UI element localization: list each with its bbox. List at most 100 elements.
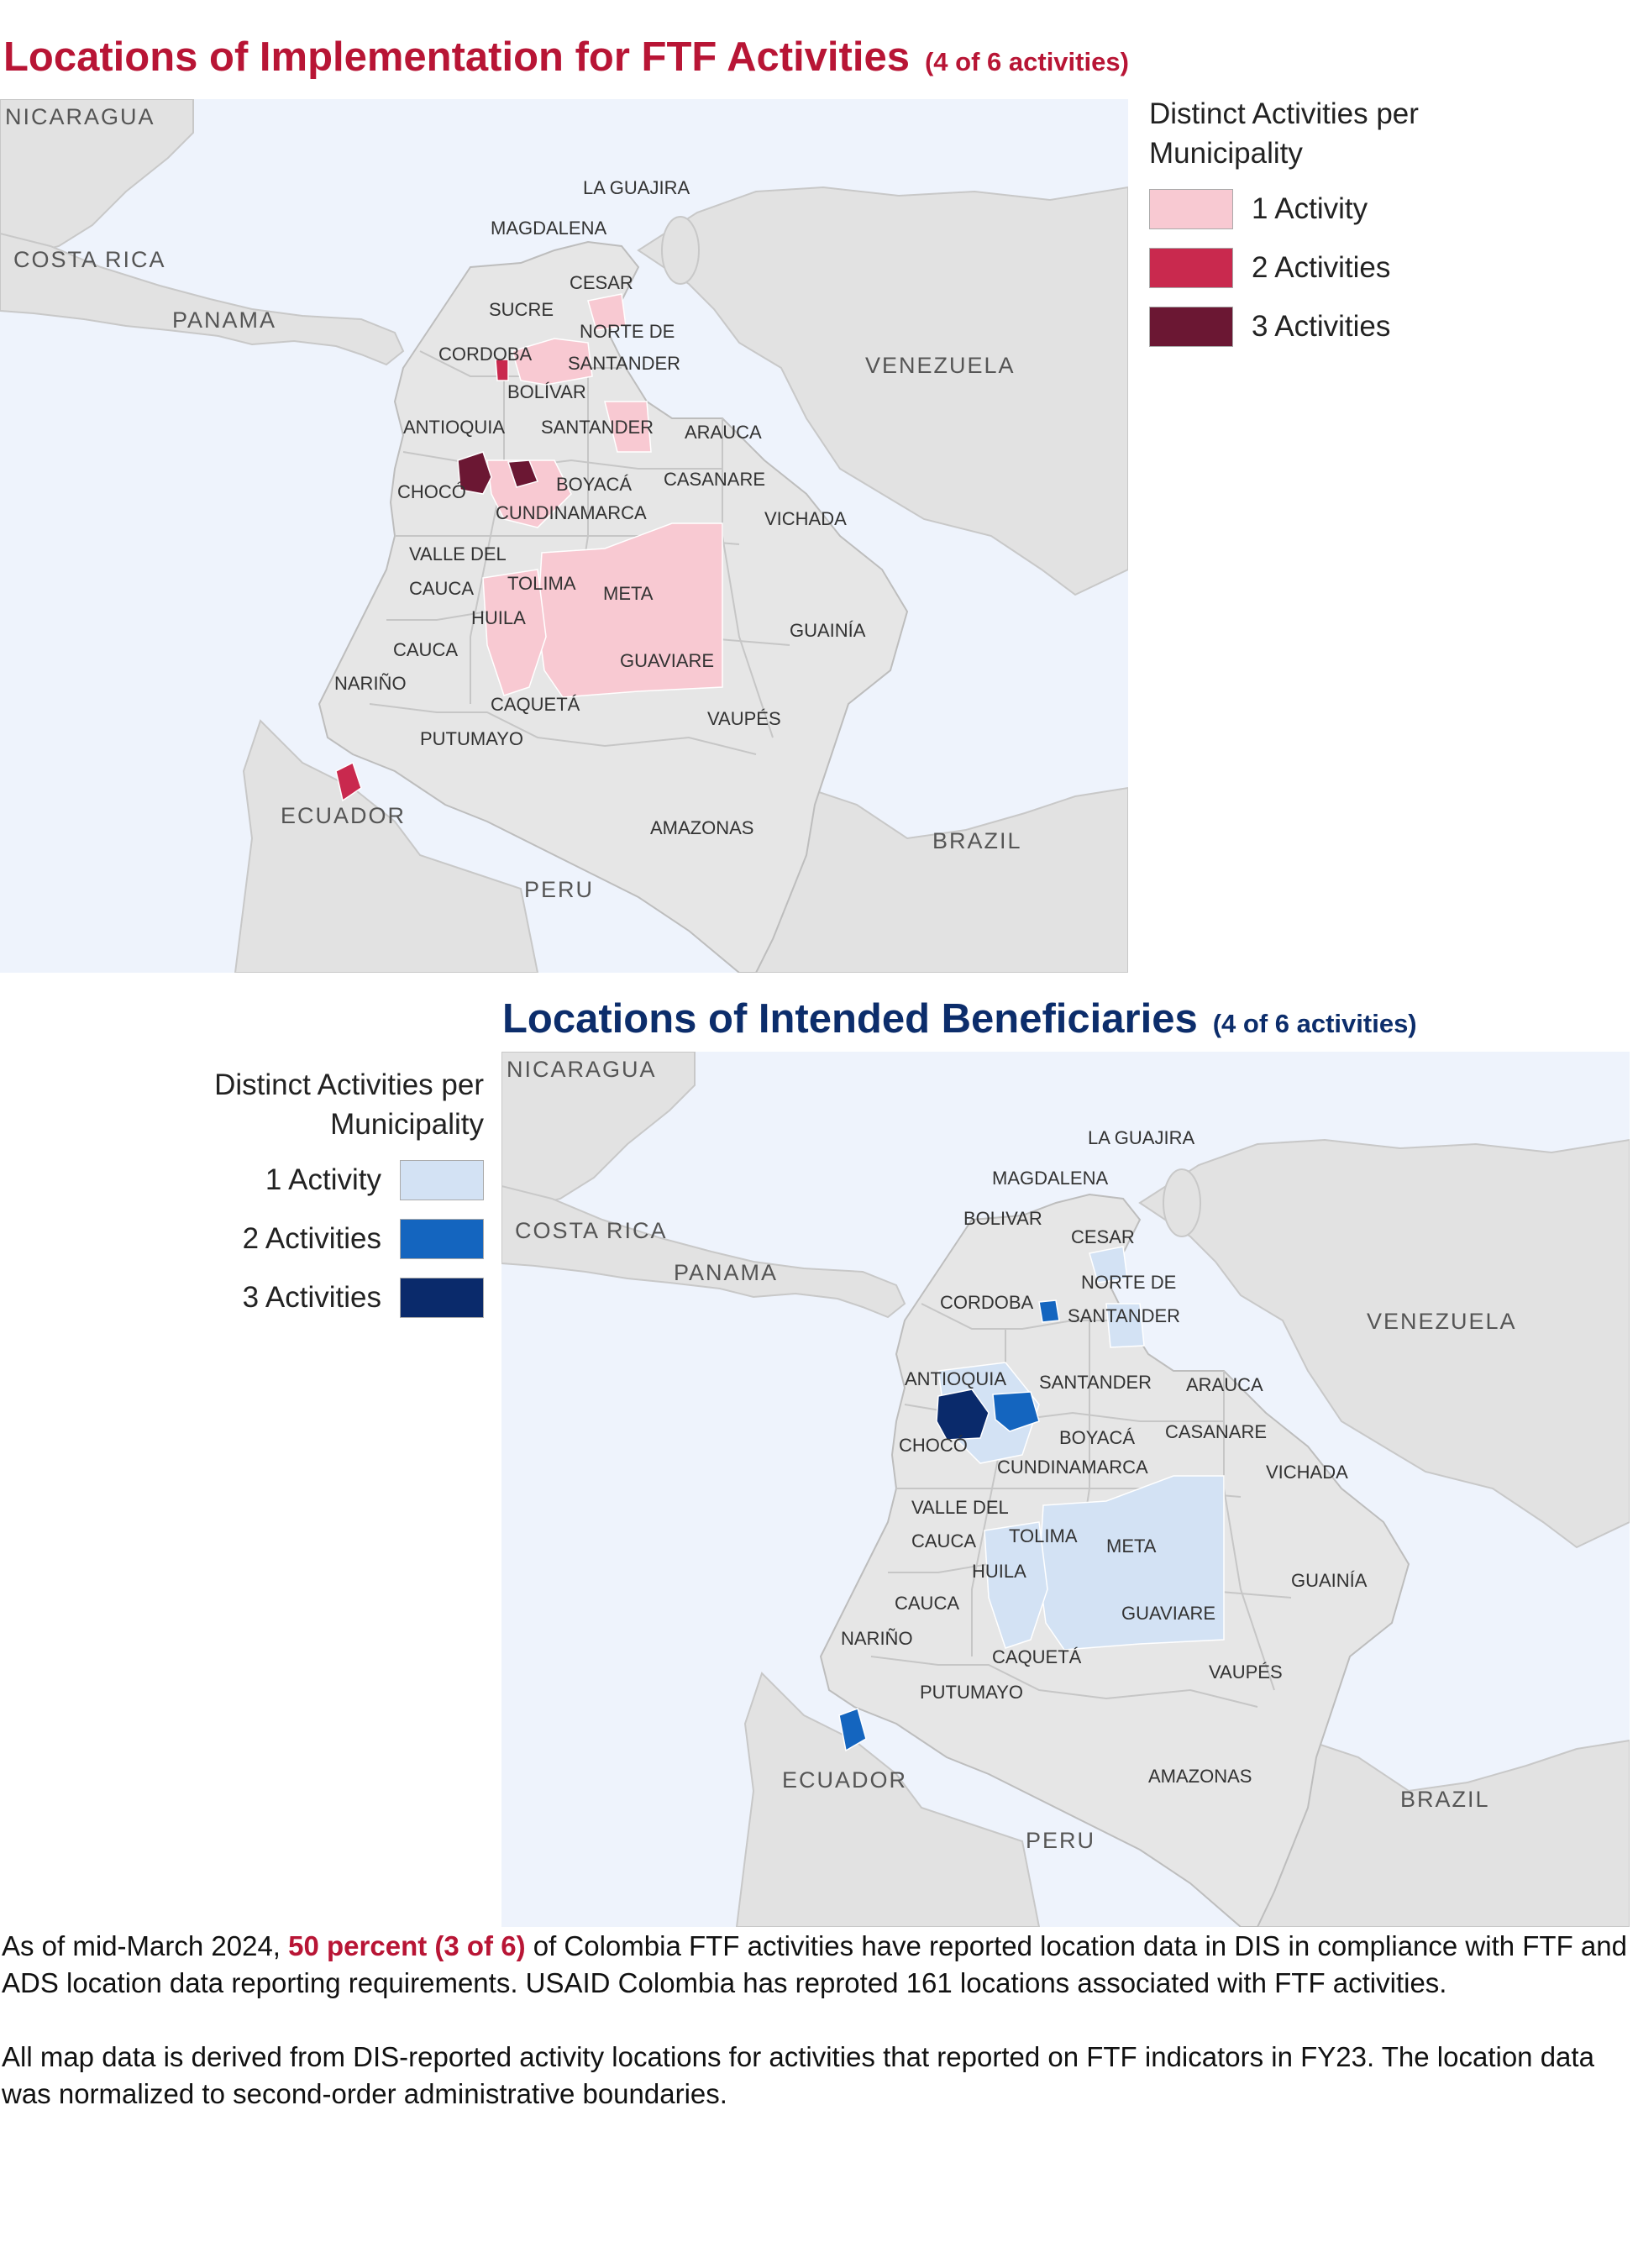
region-label: LA GUAJIRA xyxy=(1088,1127,1194,1148)
country-label: COSTA RICA xyxy=(13,247,166,272)
panama-costa-rica-land xyxy=(0,232,405,366)
footer-text: of Colombia FTF activities have reported… xyxy=(2,1930,1627,1998)
map2-title: Locations of Intended Beneficiaries (4 of… xyxy=(502,995,1417,1042)
sucre-fill-2-activities xyxy=(495,359,509,381)
country-label: ECUADOR xyxy=(281,803,406,828)
legend-swatch-1 xyxy=(1149,189,1233,229)
region-label: GUAINÍA xyxy=(1291,1570,1368,1591)
country-label: BRAZIL xyxy=(932,828,1022,853)
legend-title: Distinct Activities per Municipality xyxy=(84,1065,484,1144)
region-label: SUCRE xyxy=(489,299,554,320)
region-label: CESAR xyxy=(1071,1226,1135,1247)
legend-label-3: 3 Activities xyxy=(242,1281,381,1314)
region-label: SANTANDER xyxy=(541,417,654,438)
region-label: BOLIVAR xyxy=(963,1208,1042,1229)
region-label: ANTIOQUIA xyxy=(905,1368,1006,1389)
region-label: CHOCÓ xyxy=(397,481,466,502)
country-label: PANAMA xyxy=(674,1260,778,1285)
legend-title: Distinct Activities per Municipality xyxy=(1149,94,1603,173)
region-label: PUTUMAYO xyxy=(420,728,523,749)
region-label: CORDOBA xyxy=(940,1292,1034,1313)
country-label: PERU xyxy=(1026,1828,1095,1853)
region-label: SANTANDER xyxy=(568,353,680,374)
region-label: CUNDINAMARCA xyxy=(997,1457,1148,1478)
region-label: CORDOBA xyxy=(438,344,533,365)
region-label: VALLE DEL xyxy=(911,1497,1009,1518)
legend-title-line: Municipality xyxy=(1149,137,1303,170)
map2-choropleth xyxy=(838,1246,1225,1752)
map2-svg: NICARAGUA COSTA RICA PANAMA VENEZUELA EC… xyxy=(501,1052,1630,1927)
map2-beneficiaries-map[interactable]: NICARAGUA COSTA RICA PANAMA VENEZUELA EC… xyxy=(501,1052,1630,1927)
legend-title-line: Municipality xyxy=(330,1108,484,1141)
bolivar-fill-2-activities xyxy=(1038,1299,1060,1323)
region-label: CAUCA xyxy=(895,1593,959,1614)
cesar-fill-1-activity xyxy=(1105,1303,1145,1348)
map1-legend: Distinct Activities per Municipality 1 Ac… xyxy=(1149,94,1603,365)
region-label: CAQUETÁ xyxy=(992,1646,1082,1667)
venezuela-land xyxy=(637,186,1128,596)
region-label: NORTE DE xyxy=(580,321,675,342)
legend-swatch-2 xyxy=(1149,248,1233,288)
country-label: VENEZUELA xyxy=(1367,1309,1517,1334)
region-label: ARAUCA xyxy=(1186,1374,1263,1395)
region-label: NARIÑO xyxy=(334,673,407,694)
legend-item-3: 3 Activities xyxy=(1149,306,1603,348)
legend-title-line: Distinct Activities per xyxy=(214,1068,484,1101)
la-guajira-fill-1-activity xyxy=(1089,1246,1128,1284)
map1-title: Locations of Implementation for FTF Acti… xyxy=(3,34,1129,81)
region-label: VALLE DEL xyxy=(409,543,507,564)
sucre-bolivar-fill-2-activities xyxy=(992,1391,1040,1432)
panama-costa-rica-land xyxy=(501,1184,906,1319)
country-label: COSTA RICA xyxy=(515,1218,668,1243)
region-label: MAGDALENA xyxy=(491,218,606,239)
legend-label-1: 1 Activity xyxy=(265,1163,381,1196)
map1-implementation-map[interactable]: NICARAGUA COSTA RICA PANAMA VENEZUELA EC… xyxy=(0,99,1128,973)
region-label: CAUCA xyxy=(409,578,474,599)
map2-labels: NICARAGUA COSTA RICA PANAMA VENEZUELA EC… xyxy=(507,1057,1517,1853)
legend-swatch-2 xyxy=(400,1219,484,1259)
region-label: CESAR xyxy=(570,272,633,293)
country-label: PANAMA xyxy=(172,307,276,333)
region-label: AMAZONAS xyxy=(650,817,753,838)
tolima-huila-fill-1-activity xyxy=(984,1521,1048,1649)
region-label: VICHADA xyxy=(1266,1462,1348,1483)
region-label: VAUPÉS xyxy=(1209,1662,1283,1683)
footer-text: As of mid-March 2024, xyxy=(2,1930,289,1961)
region-label: TOLIMA xyxy=(1009,1525,1078,1546)
venezuela-land xyxy=(1138,1138,1630,1549)
region-label: CAUCA xyxy=(911,1530,976,1551)
legend-swatch-1 xyxy=(400,1160,484,1200)
legend-item-1: 1 Activity xyxy=(84,1159,484,1201)
narino-fill-2-activities xyxy=(838,1708,867,1752)
region-label: AMAZONAS xyxy=(1148,1766,1252,1787)
region-label: MAGDALENA xyxy=(992,1168,1108,1189)
legend-label-2: 2 Activities xyxy=(242,1222,381,1255)
map1-title-text: Locations of Implementation for FTF Acti… xyxy=(3,34,910,80)
country-label: PERU xyxy=(524,877,594,902)
region-label: GUAVIARE xyxy=(620,650,714,671)
la-guajira-fill-1-activity xyxy=(587,293,627,331)
legend-item-2: 2 Activities xyxy=(1149,247,1603,289)
country-label: NICARAGUA xyxy=(507,1057,657,1082)
region-label: CASANARE xyxy=(664,469,765,490)
legend-swatch-3 xyxy=(1149,307,1233,347)
region-label: NARIÑO xyxy=(841,1628,913,1649)
map1-subtitle: (4 of 6 activities) xyxy=(924,47,1129,76)
region-label: CASANARE xyxy=(1165,1421,1267,1442)
legend-swatch-3 xyxy=(400,1278,484,1318)
map1-svg: NICARAGUA COSTA RICA PANAMA VENEZUELA EC… xyxy=(0,99,1128,973)
narino-fill-2-activities xyxy=(335,761,362,802)
bolivar-fill-3-activities xyxy=(507,459,539,488)
region-label: BOYACÁ xyxy=(556,474,632,495)
map2-title-text: Locations of Intended Beneficiaries xyxy=(502,996,1198,1042)
region-label: GUAINÍA xyxy=(790,620,866,641)
country-label: ECUADOR xyxy=(782,1767,907,1793)
island xyxy=(1163,1168,1201,1237)
cordoba-fill-3-activities xyxy=(936,1389,990,1441)
region-label: NORTE DE xyxy=(1081,1272,1176,1293)
region-label: TOLIMA xyxy=(507,573,576,594)
region-label: ARAUCA xyxy=(685,422,762,443)
region-label: META xyxy=(1106,1536,1157,1557)
magdalena-cesar-fill-1-activity xyxy=(512,338,593,386)
map2-subtitle: (4 of 6 activities) xyxy=(1212,1009,1417,1038)
